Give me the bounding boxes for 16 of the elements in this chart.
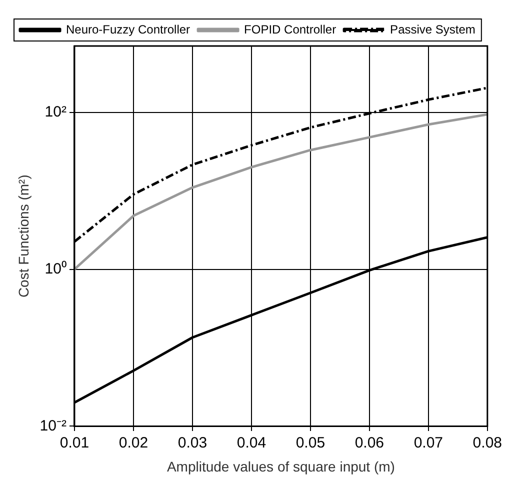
x-tick-label: 0.08 [472, 434, 502, 452]
y-axis-title: Cost Functions (m²) [15, 174, 32, 298]
legend-label: Passive System [390, 22, 476, 36]
x-axis-title: Amplitude values of square input (m) [166, 458, 395, 474]
y-tick-label: 10⁻² [40, 417, 66, 434]
y-tick-label: 10⁰ [44, 260, 66, 278]
y-tick-label: 10² [44, 103, 66, 120]
x-tick-label: 0.04 [236, 434, 266, 452]
x-tick-label: 0.06 [354, 434, 384, 452]
legend-label: Neuro-Fuzzy Controller [66, 22, 190, 36]
x-tick-label: 0.07 [414, 434, 444, 452]
x-tick-label: 0.05 [296, 434, 326, 452]
x-tick-label: 0.03 [178, 434, 208, 452]
x-tick-label: 0.02 [118, 434, 148, 452]
x-tick-label: 0.01 [60, 434, 90, 452]
legend-label: FOPID Controller [244, 22, 336, 36]
